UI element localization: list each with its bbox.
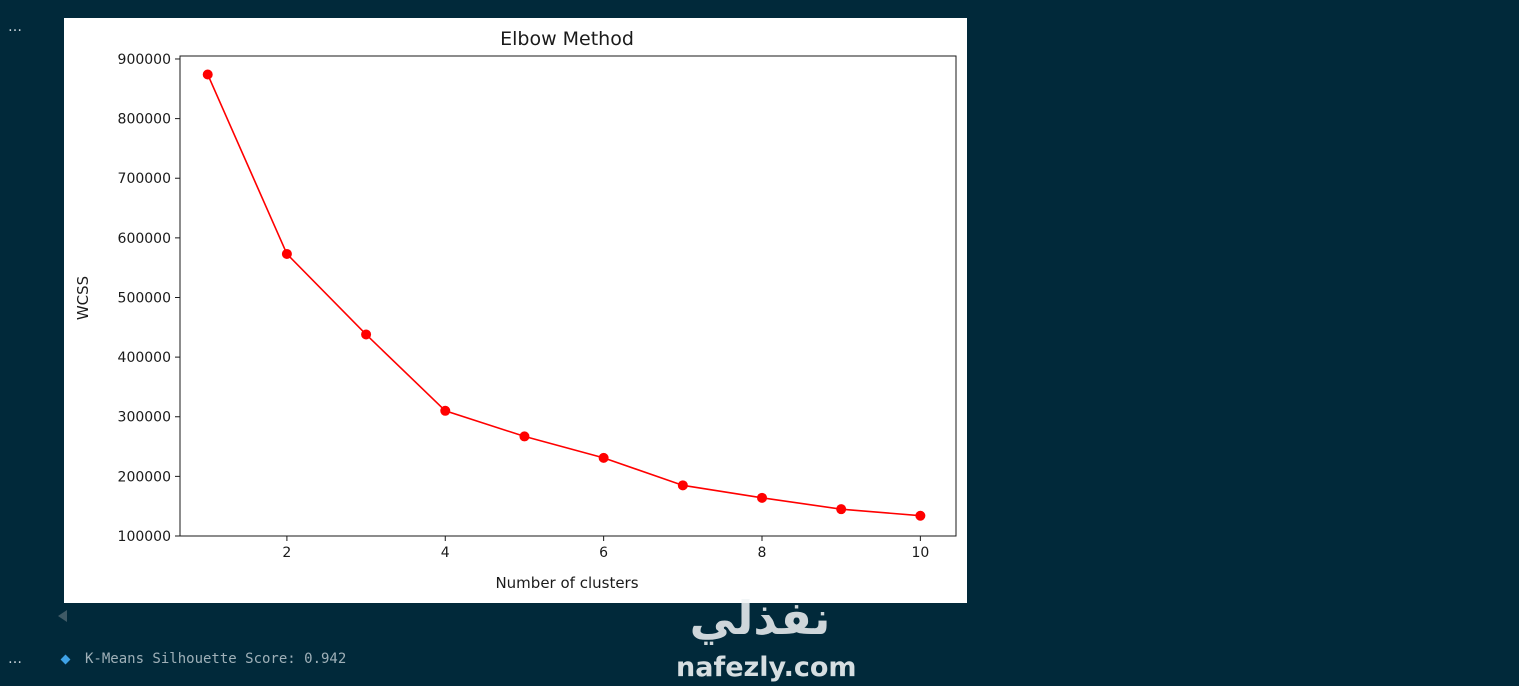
y-tick-label: 200000 xyxy=(118,469,171,485)
series-wcss xyxy=(202,69,926,521)
plot-output: Elbow Method 100000 200000 300000 400000 500… xyxy=(64,18,967,603)
x-axis: 2 4 6 8 10 xyxy=(282,536,929,561)
data-point xyxy=(202,69,213,80)
x-tick-label: 8 xyxy=(758,545,767,561)
data-point xyxy=(757,492,767,503)
cell-menu-icon[interactable]: … xyxy=(8,19,22,35)
x-axis-label: Number of clusters xyxy=(495,574,638,592)
y-tick-label: 800000 xyxy=(118,112,171,128)
diamond-bullet-icon xyxy=(60,654,71,664)
data-point xyxy=(598,452,609,463)
series-line xyxy=(206,74,921,517)
y-tick-label: 900000 xyxy=(118,52,171,68)
y-tick-label: 500000 xyxy=(118,290,171,306)
y-tick-label: 600000 xyxy=(118,231,171,247)
cell-menu-icon[interactable]: … xyxy=(8,651,22,667)
y-axis-label: WCSS xyxy=(74,276,92,320)
data-point xyxy=(677,480,688,491)
data-point xyxy=(281,248,292,259)
elbow-chart: Elbow Method 100000 200000 300000 400000 500… xyxy=(74,28,957,592)
nafezly-logo: نفذلي xyxy=(690,591,831,645)
y-tick-label: 700000 xyxy=(118,171,171,187)
x-tick-label: 2 xyxy=(282,545,291,561)
y-axis: 100000 200000 300000 400000 500000 600000 7000… xyxy=(118,52,180,545)
axes-frame xyxy=(179,55,957,537)
data-point xyxy=(519,431,530,442)
y-tick-label: 400000 xyxy=(118,350,171,366)
output-line: K-Means Silhouette Score: 0.942 xyxy=(60,650,347,668)
scroll-left-arrow-icon[interactable] xyxy=(58,610,67,622)
data-point xyxy=(915,510,926,521)
x-tick-label: 10 xyxy=(911,545,929,561)
silhouette-score-text: K-Means Silhouette Score: 0.942 xyxy=(85,651,347,667)
y-tick-label: 300000 xyxy=(118,410,171,426)
data-point xyxy=(361,329,372,340)
x-tick-label: 6 xyxy=(599,545,608,561)
nafezly-logo-mark: نفذلي xyxy=(690,591,831,645)
data-point xyxy=(836,504,847,515)
x-tick-label: 4 xyxy=(441,545,450,561)
data-point xyxy=(440,405,451,416)
chart-title: Elbow Method xyxy=(500,28,634,50)
y-tick-label: 100000 xyxy=(118,529,171,545)
watermark-domain: nafezly.com xyxy=(676,652,857,683)
